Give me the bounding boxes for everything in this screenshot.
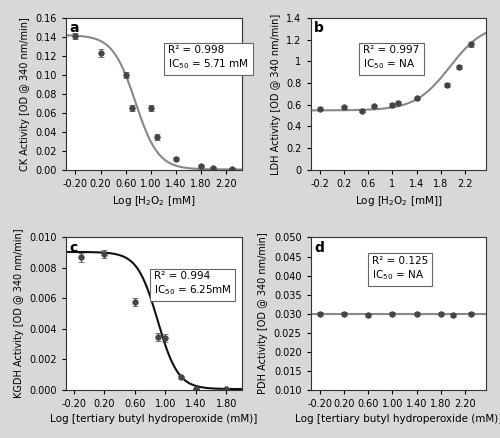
Y-axis label: CK Activity [OD @ 340 nm/min]: CK Activity [OD @ 340 nm/min]	[20, 17, 30, 171]
Text: R² = 0.998
IC$_{50}$ = 5.71 mM: R² = 0.998 IC$_{50}$ = 5.71 mM	[168, 45, 249, 71]
Text: R² = 0.997
IC$_{50}$ = NA: R² = 0.997 IC$_{50}$ = NA	[364, 45, 420, 71]
Text: R² = 0.994
IC$_{50}$ = 6.25mM: R² = 0.994 IC$_{50}$ = 6.25mM	[154, 271, 231, 297]
Text: c: c	[70, 240, 78, 254]
X-axis label: Log [tertiary butyl hydroperoxide (mM)]: Log [tertiary butyl hydroperoxide (mM)]	[50, 414, 258, 424]
Text: d: d	[314, 240, 324, 254]
Text: b: b	[314, 21, 324, 35]
Y-axis label: KGDH Activity [OD @ 340 nm/min]: KGDH Activity [OD @ 340 nm/min]	[14, 229, 24, 398]
Y-axis label: LDH Activity [OD @ 340 nm/min]: LDH Activity [OD @ 340 nm/min]	[270, 13, 280, 174]
X-axis label: Log [H$_2$O$_2$ [mM]]: Log [H$_2$O$_2$ [mM]]	[354, 194, 442, 208]
Y-axis label: PDH Activity [OD @ 340 nm/min]: PDH Activity [OD @ 340 nm/min]	[258, 233, 268, 394]
Text: R² = 0.125
IC$_{50}$ = NA: R² = 0.125 IC$_{50}$ = NA	[372, 256, 428, 282]
X-axis label: Log [tertiary butyl hydroperoxide (mM)]: Log [tertiary butyl hydroperoxide (mM)]	[294, 414, 500, 424]
Text: a: a	[70, 21, 79, 35]
X-axis label: Log [H$_2$O$_2$ [mM]: Log [H$_2$O$_2$ [mM]	[112, 194, 196, 208]
